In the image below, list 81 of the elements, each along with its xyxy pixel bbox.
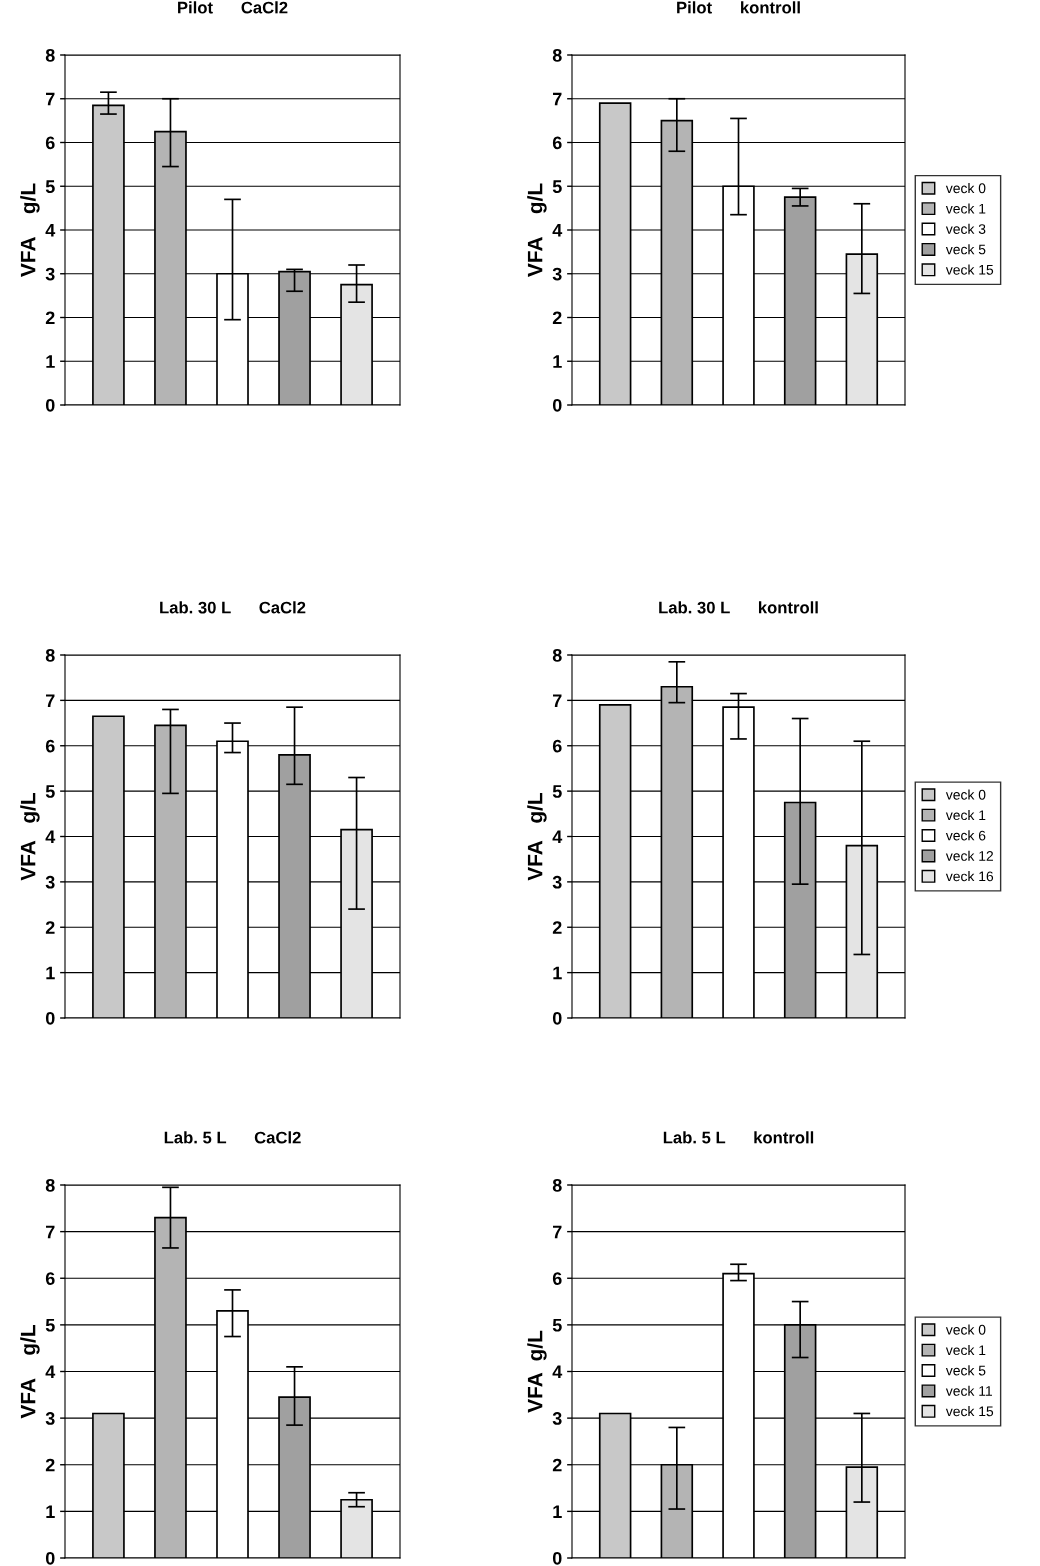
y-tick-label: 0: [45, 1011, 55, 1025]
y-tick-label: 0: [552, 398, 562, 412]
y-tick-label: 1: [46, 355, 55, 368]
legend-label: veck 0: [945, 789, 986, 800]
y-tick-label: 2: [552, 921, 562, 934]
legend-label: veck 1: [945, 203, 986, 214]
chart-title: Lab. 5 L CaCl2: [164, 1131, 301, 1144]
legend-label: veck 16: [945, 871, 994, 882]
y-tick-label: 8: [552, 1178, 562, 1192]
legend-label: veck 15: [945, 1406, 994, 1417]
legend-label: veck 12: [945, 850, 993, 861]
y-tick-label: 1: [553, 966, 562, 980]
y-tick-label: 4: [45, 830, 56, 844]
y-tick-label: 5: [552, 180, 562, 193]
y-axis-title: VFA g/L: [527, 792, 547, 881]
y-tick-label: 8: [45, 1178, 55, 1192]
y-tick-label: 8: [552, 648, 562, 662]
y-tick-label: 4: [552, 830, 563, 844]
y-tick-label: 6: [552, 136, 562, 150]
y-tick-label: 6: [45, 739, 55, 753]
y-tick-label: 7: [46, 1225, 55, 1239]
y-tick-label: 2: [45, 921, 55, 934]
y-tick-label: 4: [45, 224, 56, 237]
y-tick-label: 3: [552, 267, 562, 281]
y-tick-label: 7: [553, 694, 562, 707]
y-tick-label: 0: [45, 398, 55, 412]
y-tick-label: 1: [46, 1505, 55, 1518]
chart-title: Lab. 30 L CaCl2: [160, 601, 306, 614]
y-tick-label: 3: [45, 267, 55, 281]
legend-label: veck 1: [945, 1344, 986, 1356]
chart-title: Lab. 5 L kontroll: [663, 1131, 814, 1144]
y-tick-label: 5: [552, 1319, 562, 1332]
legend-label: veck 11: [945, 1385, 992, 1396]
y-tick-label: 7: [553, 1225, 562, 1239]
y-axis-title: VFA g/L: [20, 1325, 40, 1419]
y-tick-label: 3: [45, 1412, 55, 1425]
y-tick-label: 2: [552, 1458, 562, 1472]
y-tick-label: 2: [552, 311, 562, 325]
y-tick-label: 5: [552, 785, 562, 798]
y-tick-label: 0: [45, 1551, 55, 1565]
y-tick-label: 7: [46, 694, 55, 707]
y-tick-label: 3: [45, 875, 55, 889]
y-axis-title: VFA g/L: [20, 792, 40, 881]
chart-title: Pilot CaCl2: [178, 1, 288, 14]
y-tick-label: 6: [45, 1272, 55, 1285]
y-tick-label: 6: [45, 136, 55, 150]
y-axis-title: VFA g/L: [527, 1330, 547, 1413]
y-tick-label: 2: [45, 1458, 55, 1472]
y-tick-label: 7: [553, 92, 562, 106]
y-tick-label: 4: [552, 224, 563, 237]
y-tick-label: 8: [45, 648, 55, 662]
y-tick-label: 4: [45, 1365, 56, 1379]
y-tick-label: 8: [45, 48, 55, 62]
y-tick-label: 6: [552, 739, 562, 753]
y-axis-title: VFA g/L: [20, 183, 40, 277]
y-tick-label: 2: [45, 311, 55, 325]
y-tick-label: 1: [46, 966, 55, 980]
y-tick-label: 0: [552, 1011, 562, 1025]
y-tick-label: 3: [552, 875, 562, 889]
y-tick-label: 8: [552, 48, 562, 62]
legend-label: veck 3: [945, 223, 986, 234]
legend-label: veck 15: [945, 264, 994, 275]
legend-label: veck 5: [945, 244, 986, 255]
legend-label: veck 0: [945, 1324, 986, 1335]
legend-label: veck 6: [945, 830, 986, 841]
y-axis-title: VFA g/L: [527, 183, 547, 277]
y-tick-label: 5: [45, 785, 55, 798]
y-tick-label: 1: [553, 355, 562, 368]
y-tick-label: 3: [552, 1412, 562, 1425]
chart-title: Pilot kontroll: [677, 1, 800, 14]
y-tick-label: 0: [552, 1551, 562, 1565]
legend-label: veck 1: [945, 809, 986, 821]
y-tick-label: 6: [552, 1272, 562, 1285]
chart-title: Lab. 30 L kontroll: [659, 601, 818, 614]
legend-label: veck 5: [945, 1365, 986, 1376]
y-tick-label: 1: [553, 1505, 562, 1518]
y-tick-label: 4: [552, 1365, 563, 1379]
y-tick-label: 7: [46, 92, 55, 106]
y-tick-label: 5: [45, 180, 55, 193]
legend-label: veck 0: [945, 183, 986, 194]
y-tick-label: 5: [45, 1319, 55, 1332]
